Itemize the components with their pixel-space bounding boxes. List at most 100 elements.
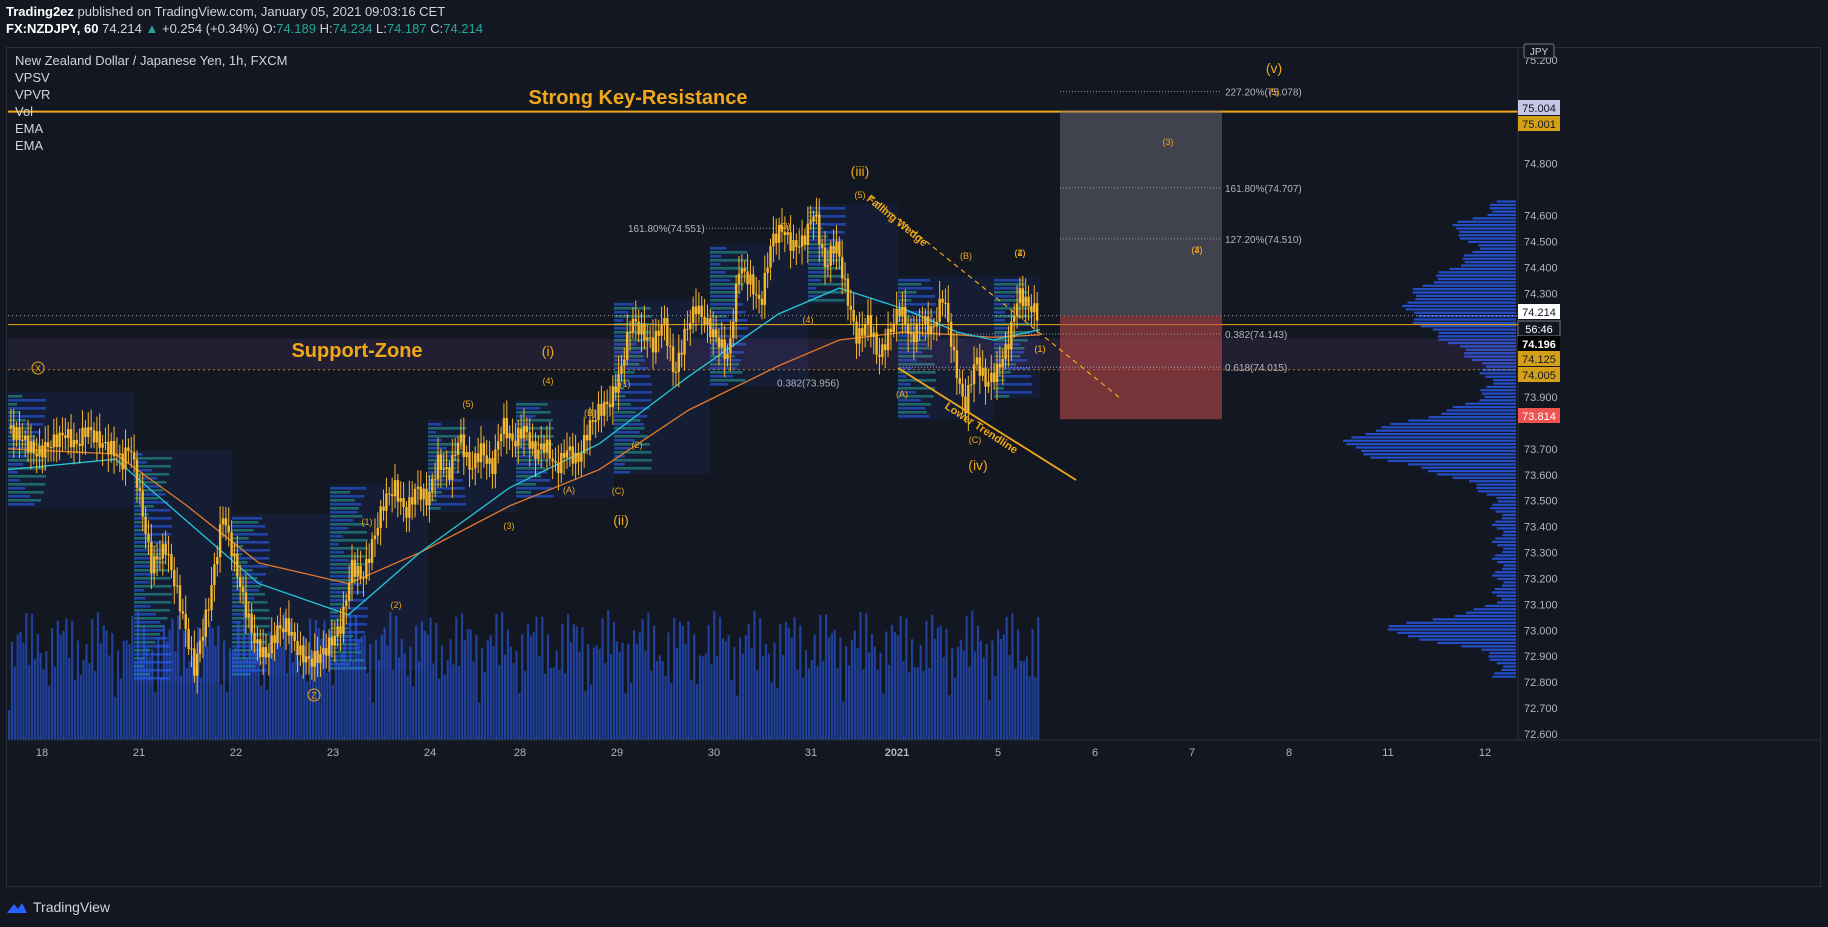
- candle-body: [138, 487, 142, 491]
- volume-profile-bar: [1407, 301, 1516, 304]
- candle-body: [932, 326, 936, 328]
- candle-body: [353, 559, 357, 577]
- session-profile-bar: [8, 407, 46, 410]
- volume-bar: [1002, 634, 1005, 740]
- session-profile-bar: [516, 411, 551, 414]
- candle-body: [990, 372, 993, 382]
- session-profile-bar: [330, 547, 368, 550]
- legend-indicator-ema-1[interactable]: EMA: [15, 121, 44, 136]
- candle-body: [132, 452, 136, 460]
- volume-bar: [784, 621, 788, 740]
- session-profile-bar: [710, 247, 727, 250]
- volume-bar: [65, 618, 68, 740]
- session-profile-bar: [710, 319, 748, 322]
- candle-body: [405, 506, 408, 518]
- candle-body: [479, 443, 483, 463]
- volume-bar: [409, 646, 412, 740]
- volume-bar: [587, 644, 590, 740]
- volume-bar: [902, 661, 905, 740]
- volume-profile-bar: [1496, 496, 1516, 500]
- volume-bar: [148, 656, 151, 740]
- session-profile-bar: [330, 623, 367, 626]
- candle-body: [594, 419, 597, 422]
- candle-body: [987, 381, 990, 387]
- volume-bar: [956, 646, 960, 740]
- wave-label: (v): [1266, 60, 1282, 76]
- publisher-name[interactable]: Trading2ez: [6, 4, 74, 19]
- candle-body: [81, 427, 84, 446]
- session-profile-bar: [8, 491, 44, 494]
- x-tick-label: 12: [1479, 747, 1491, 759]
- candle-body: [488, 458, 491, 464]
- candle-body: [929, 326, 933, 335]
- candle-body: [829, 245, 832, 266]
- session-profile-bar: [8, 487, 26, 490]
- volume-bar: [286, 673, 289, 740]
- candle-body: [1001, 359, 1004, 368]
- volume-bar: [331, 684, 335, 740]
- candle-body: [442, 468, 445, 470]
- legend-indicator-ema-2[interactable]: EMA: [15, 138, 44, 153]
- candle-body: [261, 647, 265, 658]
- legend-indicator-vol[interactable]: Vol: [15, 104, 34, 119]
- session-profile-bar: [808, 211, 821, 214]
- session-profile-bar: [428, 475, 453, 478]
- footer-brand[interactable]: TradingView: [6, 899, 110, 915]
- candle-body: [826, 265, 830, 267]
- volume-bar: [905, 618, 908, 740]
- candle-body: [239, 576, 242, 588]
- candle-body: [1015, 303, 1019, 317]
- volume-bar: [68, 657, 71, 740]
- session-profile-bar: [134, 645, 170, 648]
- volume-profile-bar: [1497, 500, 1516, 503]
- legend-indicator-vpvr[interactable]: VPVR: [15, 87, 51, 102]
- volume-bar: [558, 669, 561, 740]
- candle-body: [347, 582, 351, 601]
- session-profile-bar: [8, 447, 33, 450]
- legend-indicator-vpsv[interactable]: VPSV: [15, 70, 50, 85]
- candle-body: [565, 450, 569, 458]
- session-profile-bar: [808, 235, 828, 238]
- volume-bar: [911, 639, 914, 740]
- candle-body: [299, 645, 302, 656]
- session-profile-bar: [330, 627, 349, 630]
- candle-body: [849, 305, 852, 310]
- volume-bar: [389, 611, 392, 740]
- session-profile-bar: [232, 609, 270, 612]
- wave-label: (B): [584, 408, 596, 418]
- volume-profile-bar: [1417, 314, 1516, 318]
- volume-profile-bar: [1495, 537, 1516, 540]
- wave-label: (4): [1192, 245, 1203, 255]
- session-profile-bar: [994, 387, 1004, 390]
- x-tick-label: 24: [424, 747, 436, 759]
- session-profile-bar: [232, 657, 260, 660]
- session-profile-bar: [994, 379, 1006, 382]
- price-badge: [1518, 351, 1560, 366]
- chart-pane[interactable]: [6, 47, 1821, 887]
- volume-bar: [1034, 676, 1037, 740]
- volume-bar: [314, 619, 317, 740]
- candle-body: [571, 446, 574, 464]
- session-profile-bar: [134, 617, 168, 620]
- volume-bar: [366, 673, 369, 740]
- candle-body: [889, 328, 893, 332]
- volume-bar: [463, 640, 466, 740]
- volume-profile-bar: [1464, 355, 1516, 358]
- price-badge-label: 75.001: [1522, 119, 1556, 131]
- candle-body: [471, 468, 474, 470]
- candle-body: [118, 453, 121, 455]
- session-profile-bar: [8, 443, 40, 446]
- session-profile-bar: [330, 491, 350, 494]
- volume-bar: [228, 648, 231, 740]
- candle-body: [1013, 316, 1016, 322]
- volume-bar: [392, 669, 395, 740]
- volume-bar: [804, 650, 808, 740]
- volume-bar: [277, 621, 280, 740]
- volume-bar: [919, 644, 922, 740]
- session-profile-bar: [134, 485, 162, 488]
- wave-label: (2): [632, 440, 643, 450]
- volume-bar: [933, 638, 937, 740]
- candle-body: [941, 298, 944, 303]
- session-profile-bar: [994, 311, 1005, 314]
